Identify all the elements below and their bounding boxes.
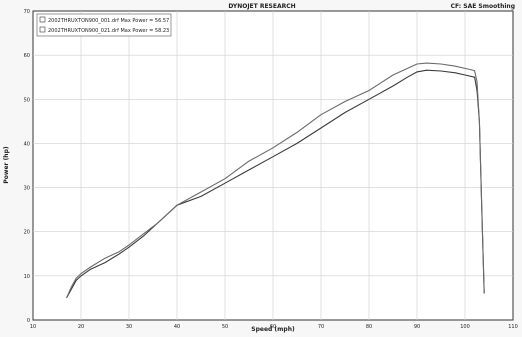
x-tick-label: 50 — [222, 324, 228, 330]
legend: 2002THRUXTON900_001.drf Max Power = 56.5… — [36, 13, 172, 37]
y-tick-label: 60 — [24, 53, 30, 59]
x-tick-label: 70 — [318, 324, 324, 330]
y-tick-label: 40 — [24, 141, 30, 147]
series-line-1 — [66, 69, 485, 299]
x-tick-label: 60 — [270, 324, 276, 330]
grid — [33, 11, 513, 320]
correction-factor-label: CF: SAE Smoothing — [451, 3, 515, 10]
x-tick-label: 100 — [460, 324, 470, 330]
y-tick-label: 10 — [24, 274, 30, 280]
x-tick-label: 90 — [414, 324, 420, 330]
x-tick-label: 110 — [508, 324, 518, 330]
series-layer — [66, 62, 485, 299]
legend-entry-2: 2002THRUXTON900_021.drf Max Power = 58.2… — [48, 28, 169, 34]
x-tick-label: 10 — [30, 324, 36, 330]
legend-swatch-2 — [39, 26, 46, 33]
legend-entry-1: 2002THRUXTON900_001.drf Max Power = 56.5… — [48, 18, 169, 24]
x-tick-label: 30 — [126, 324, 132, 330]
x-axis-label: Speed (mph) — [251, 326, 295, 333]
x-tick-label: 40 — [174, 324, 180, 330]
series-line-2 — [66, 62, 485, 299]
y-tick-label: 70 — [24, 9, 30, 15]
y-tick-label: 20 — [24, 230, 30, 236]
y-tick-label: 30 — [24, 186, 30, 192]
y-tick-label: 0 — [27, 318, 30, 324]
legend-swatch-1 — [39, 16, 46, 23]
y-tick-label: 50 — [24, 97, 30, 103]
x-tick-label: 80 — [366, 324, 372, 330]
chart-title: DYNOJET RESEARCH — [228, 3, 295, 10]
y-axis-label: Power (hp) — [3, 146, 10, 183]
x-tick-label: 20 — [78, 324, 84, 330]
legend-box — [36, 13, 172, 37]
